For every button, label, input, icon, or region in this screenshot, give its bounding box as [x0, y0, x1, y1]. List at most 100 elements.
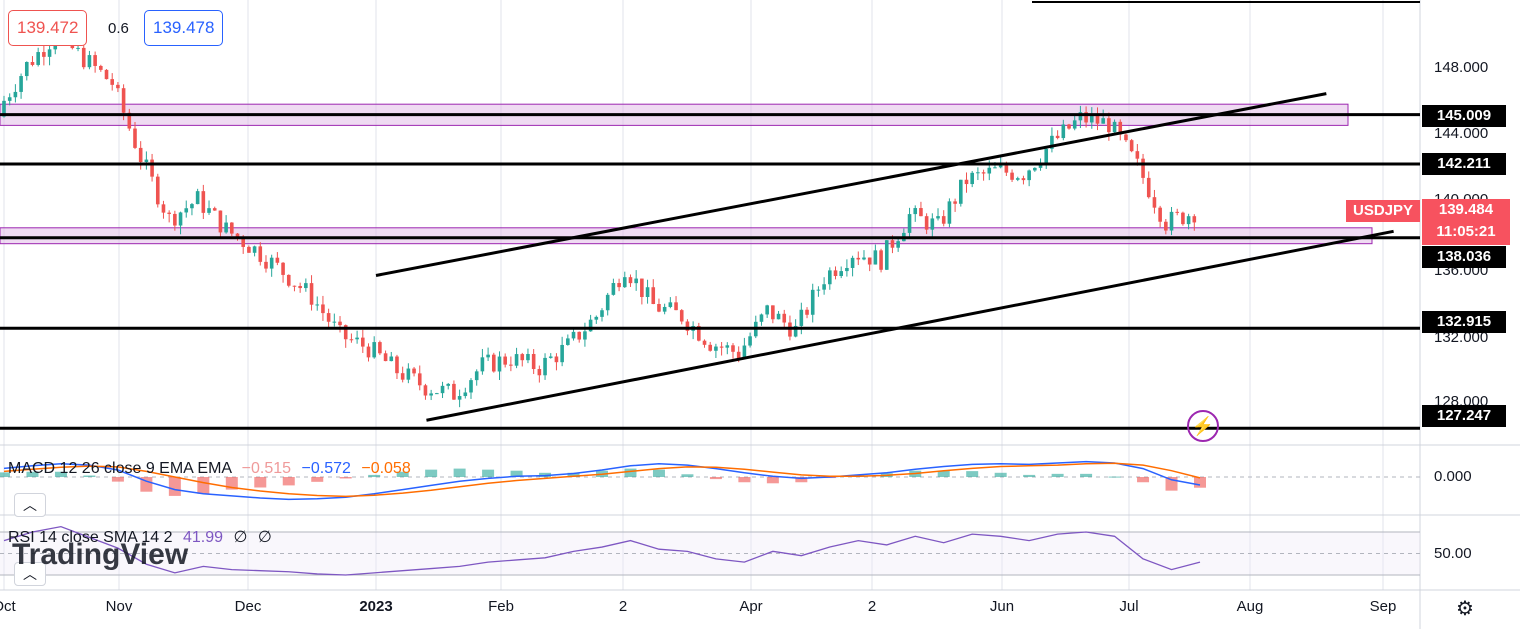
candle-body	[548, 356, 553, 358]
rsi-value: 41.99	[182, 529, 224, 546]
candle-body	[1072, 120, 1077, 129]
candle-body	[936, 216, 940, 219]
macd-collapse-button[interactable]: ︿	[14, 493, 46, 517]
candle-body	[588, 319, 593, 332]
candle-body	[491, 354, 496, 372]
level-label[interactable]: 127.247	[1422, 405, 1506, 427]
gear-icon[interactable]: ⚙	[1456, 598, 1474, 620]
candle-body	[782, 313, 787, 323]
candle-body	[543, 357, 547, 376]
level-label[interactable]: 142.211	[1422, 153, 1506, 175]
macd-histogram-bar	[1194, 477, 1206, 488]
candle-body	[537, 369, 542, 376]
candle-body	[1129, 140, 1134, 152]
candle-body	[1192, 216, 1197, 223]
level-label[interactable]: 138.036	[1422, 246, 1506, 268]
rsi-legend[interactable]: RSI 14 close SMA 14 2 41.99 ∅ ∅	[8, 527, 272, 547]
ask-price: 139.478	[153, 18, 215, 37]
candle-body	[605, 294, 610, 311]
candle-body	[697, 325, 701, 341]
axis-tick: 144.000	[1434, 125, 1489, 142]
candle-body	[1112, 121, 1117, 133]
candle-body	[400, 373, 405, 380]
candle-body	[42, 52, 46, 57]
bid-price-box[interactable]: 139.472	[8, 10, 88, 46]
candle-body	[577, 331, 582, 340]
candle-body	[218, 210, 223, 233]
candle-body	[7, 97, 12, 101]
rsi-title: RSI 14 close SMA 14 2	[8, 529, 173, 546]
level-label[interactable]: 145.009	[1422, 105, 1506, 127]
candle-body	[474, 371, 479, 381]
candle-body	[799, 309, 804, 326]
candle-body	[702, 340, 707, 345]
time-label: Feb	[488, 598, 514, 615]
candle-body	[412, 368, 416, 374]
candle-body	[640, 278, 644, 298]
candle-body	[195, 191, 200, 205]
channel-upper-line	[375, 92, 1327, 277]
candle-body	[719, 346, 724, 348]
candle-body	[708, 344, 713, 351]
candle-body	[1175, 211, 1180, 213]
macd-histogram-bar	[1023, 474, 1036, 477]
macd-legend[interactable]: MACD 12 26 close 9 EMA EMA −0.515 −0.572…	[8, 460, 411, 478]
candle-body	[742, 345, 747, 359]
time-label: Nov	[105, 598, 133, 615]
candle-body	[913, 208, 918, 215]
macd-histogram-bar	[26, 471, 39, 477]
lightning-icon[interactable]: ⚡	[1187, 410, 1219, 442]
candle-body	[628, 277, 633, 284]
candle-body	[309, 283, 314, 305]
candle-body	[24, 62, 29, 77]
candle-body	[634, 278, 638, 284]
candle-body	[435, 393, 439, 395]
candle-body	[896, 241, 900, 248]
candle-body	[47, 49, 52, 57]
rsi-collapse-button[interactable]: ︿	[14, 562, 46, 586]
candle-body	[725, 345, 730, 348]
candle-body	[993, 167, 997, 169]
candle-body	[269, 257, 274, 269]
time-label: 2023	[359, 598, 393, 615]
candle-body	[332, 321, 337, 323]
rsi-axis-tick: 50.00	[1434, 545, 1472, 562]
candle-body	[440, 385, 445, 394]
candle-body	[907, 214, 912, 233]
candle-body	[133, 128, 137, 148]
macd-histogram-bar	[197, 477, 210, 494]
macd-histogram-bar	[994, 472, 1007, 477]
candle-body	[600, 310, 604, 317]
candle-body	[1015, 178, 1020, 180]
macd-signal-line	[3, 462, 1201, 498]
bar-countdown: 11:05:21	[1436, 223, 1496, 240]
candle-body	[361, 337, 365, 347]
candle-body	[919, 208, 923, 217]
candle-body	[1010, 172, 1014, 180]
candle-body	[292, 285, 297, 287]
candle-body	[554, 356, 559, 363]
candle-body	[19, 76, 23, 92]
candle-body	[890, 240, 895, 248]
candle-body	[879, 250, 883, 270]
candle-body	[987, 167, 992, 174]
candle-body	[201, 191, 206, 213]
candle-body	[423, 385, 428, 396]
last-price-box[interactable]: 139.484 11:05:21	[1422, 199, 1510, 245]
axis-tick: 148.000	[1434, 59, 1489, 76]
time-label: 2	[618, 598, 628, 615]
level-label[interactable]: 132.915	[1422, 311, 1506, 333]
candle-body	[657, 304, 661, 312]
candle-body	[138, 147, 143, 163]
ask-price-box[interactable]: 139.478	[144, 10, 224, 46]
candle-body	[343, 325, 348, 340]
candle-body	[611, 283, 616, 295]
candle-body	[1164, 221, 1168, 231]
macd-histogram-bar	[482, 469, 495, 477]
macd-histogram-bar	[681, 474, 694, 477]
symbol-tag[interactable]: USDJPY	[1346, 200, 1420, 222]
candle-body	[252, 246, 257, 253]
macd-line	[3, 460, 1201, 501]
